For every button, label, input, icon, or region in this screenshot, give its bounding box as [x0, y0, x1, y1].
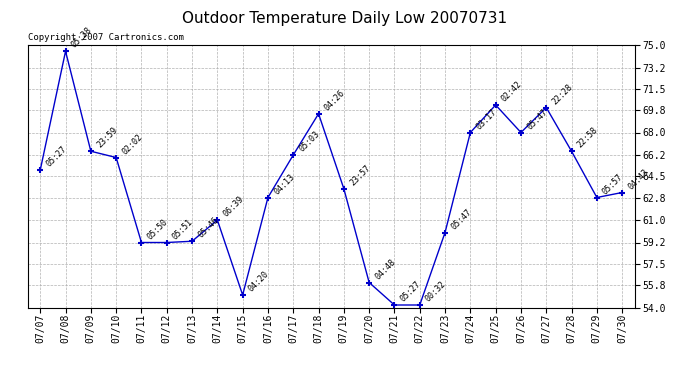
Text: 00:32: 00:32 — [424, 280, 448, 304]
Text: 23:57: 23:57 — [348, 164, 372, 188]
Text: 05:27: 05:27 — [44, 145, 68, 169]
Text: 04:26: 04:26 — [323, 88, 347, 112]
Text: 05:03: 05:03 — [297, 130, 322, 154]
Text: 22:58: 22:58 — [575, 126, 600, 150]
Text: 05:27: 05:27 — [399, 280, 423, 304]
Text: 05:28: 05:28 — [70, 26, 94, 50]
Text: 05:51: 05:51 — [171, 217, 195, 241]
Text: 04:48: 04:48 — [373, 257, 397, 281]
Text: 03:17: 03:17 — [475, 107, 499, 131]
Text: 05:50: 05:50 — [146, 217, 170, 241]
Text: 02:42: 02:42 — [500, 80, 524, 104]
Text: 23:59: 23:59 — [95, 126, 119, 150]
Text: 04:13: 04:13 — [272, 172, 296, 196]
Text: 04:20: 04:20 — [247, 270, 271, 294]
Text: Outdoor Temperature Daily Low 20070731: Outdoor Temperature Daily Low 20070731 — [182, 11, 508, 26]
Text: 05:47: 05:47 — [449, 207, 473, 231]
Text: Copyright 2007 Cartronics.com: Copyright 2007 Cartronics.com — [28, 33, 184, 42]
Text: 22:28: 22:28 — [551, 82, 575, 106]
Text: 05:57: 05:57 — [601, 172, 625, 196]
Text: 02:02: 02:02 — [120, 132, 144, 156]
Text: 04:43: 04:43 — [627, 167, 651, 191]
Text: 05:47: 05:47 — [525, 107, 549, 131]
Text: 06:39: 06:39 — [221, 195, 246, 219]
Text: 05:46: 05:46 — [196, 216, 220, 240]
